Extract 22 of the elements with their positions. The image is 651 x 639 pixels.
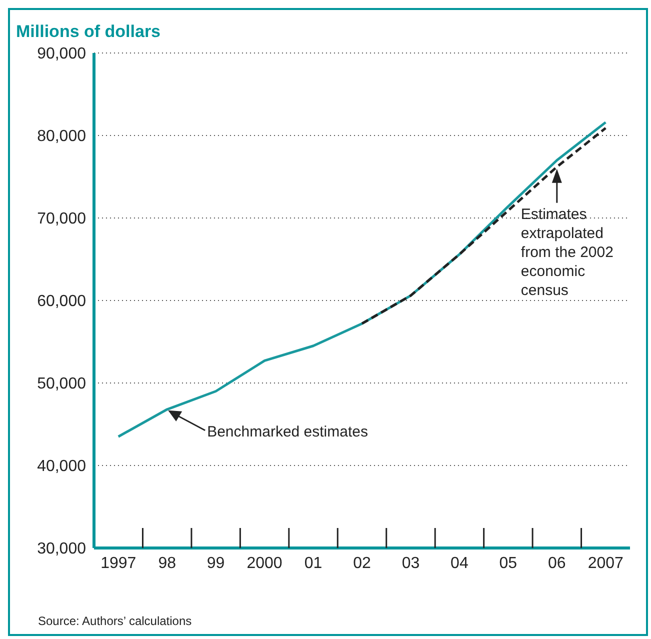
annotation: Estimates extrapolated from the 2002 economic census — [520, 206, 614, 299]
x-tick-label: 02 — [353, 555, 371, 572]
annotation: Benchmarked estimates — [207, 423, 368, 440]
x-tick-label: 01 — [304, 555, 322, 572]
y-tick-label: 70,000 — [37, 210, 86, 228]
x-tick-label: 99 — [206, 555, 225, 572]
y-tick-label: 90,000 — [37, 46, 86, 63]
y-tick-label: 30,000 — [37, 540, 86, 558]
x-tick-label: 98 — [158, 555, 176, 572]
x-tick-label: 06 — [548, 555, 566, 572]
y-axis-title: Millions of dollars — [16, 22, 161, 42]
y-tick-label: 40,000 — [37, 458, 86, 476]
y-tick-label: 80,000 — [37, 128, 86, 146]
x-tick-label: 03 — [402, 555, 420, 572]
x-tick-label: 05 — [499, 555, 518, 572]
x-tick-label: 2000 — [246, 555, 282, 572]
y-tick-label: 60,000 — [37, 293, 86, 310]
x-tick-label: 1997 — [100, 555, 136, 572]
x-tick-label: 04 — [450, 555, 468, 572]
source-note: Source: Authors’ calculations — [38, 614, 192, 628]
x-tick-label: 2007 — [588, 555, 624, 572]
y-tick-label: 50,000 — [37, 376, 86, 393]
